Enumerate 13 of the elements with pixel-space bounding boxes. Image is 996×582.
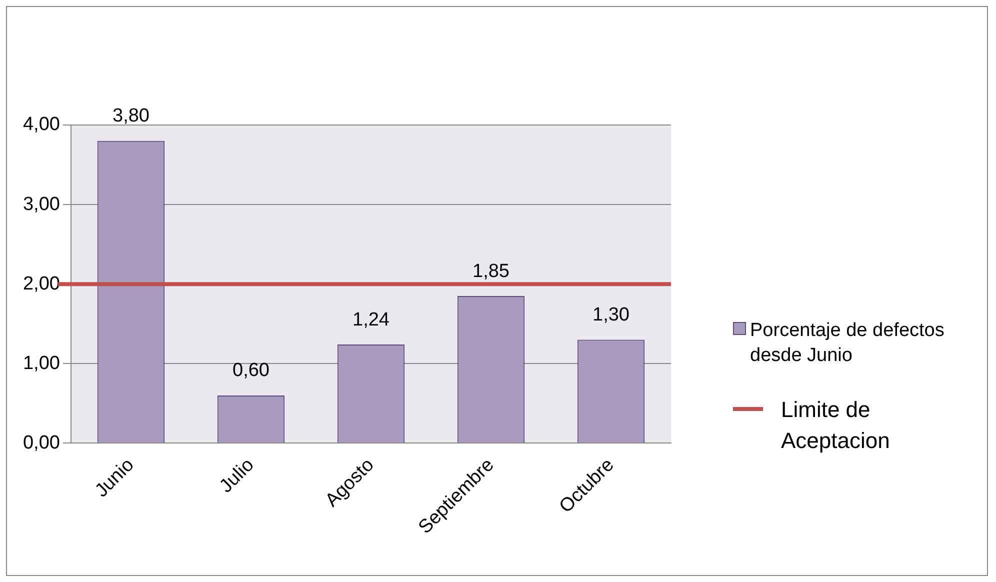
y-tick-label: 4,00 <box>22 114 60 136</box>
y-tick-label: 2,00 <box>22 273 60 294</box>
y-tick-label: 3,00 <box>22 194 60 215</box>
legend-label: Limite de Aceptacion <box>781 396 891 455</box>
data-label: 1,85 <box>472 260 510 282</box>
x-tick-label: Julio <box>216 454 258 498</box>
y-tick-label: 1,00 <box>22 352 60 374</box>
data-label: 3,80 <box>112 106 150 127</box>
y-tick-label: 0,00 <box>22 432 60 454</box>
data-label: 1,30 <box>592 304 630 326</box>
data-label: 0,60 <box>232 360 270 382</box>
data-label: 1,24 <box>352 309 390 330</box>
legend-label: Porcentaje de defectos desde Junio <box>750 319 946 368</box>
